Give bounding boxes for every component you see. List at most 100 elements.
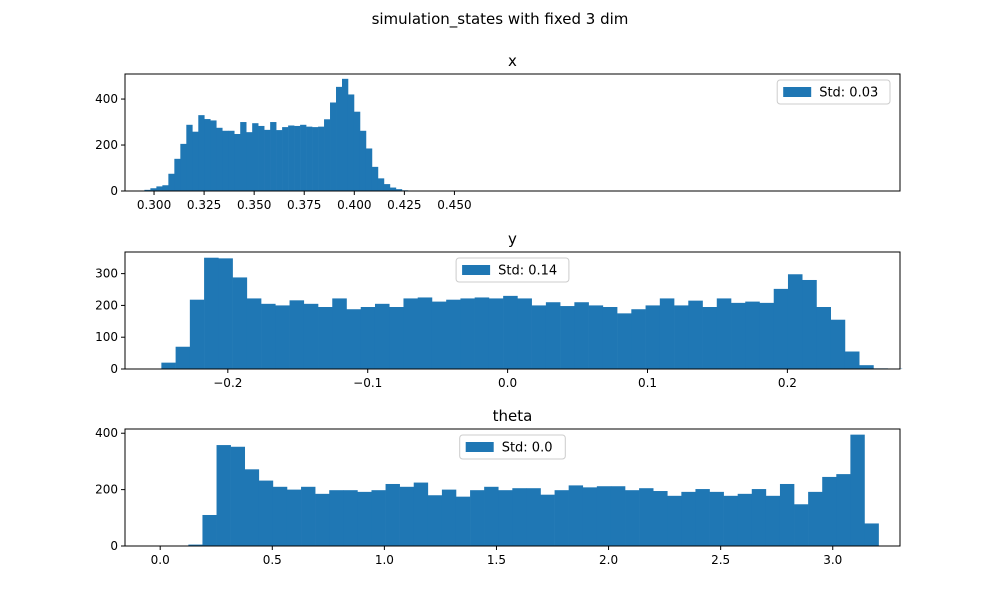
histogram-bar	[244, 469, 260, 546]
y-tick-label: 100	[95, 330, 118, 344]
x-tick-label: 0.425	[387, 198, 421, 212]
histogram-bar	[695, 489, 710, 546]
x-tick-label: 0.2	[778, 376, 797, 390]
histogram-bar	[175, 346, 191, 369]
histogram-bar	[702, 307, 718, 369]
histogram-bar	[303, 303, 319, 369]
histogram-bar	[545, 302, 561, 369]
subplot-theta: theta 0.0 0.5 1.0 1.5 2.0 2.5 3.0 0 200 400 Std: 0.…	[95, 407, 901, 567]
y-tick-label: 200	[95, 483, 118, 497]
histogram-bar	[289, 300, 305, 369]
x-tick-label: 0.450	[437, 198, 471, 212]
histogram-bar	[240, 122, 247, 191]
histogram-bar	[258, 125, 265, 191]
histogram-bar	[625, 490, 640, 546]
histogram-bar	[359, 130, 367, 191]
histogram-bar	[180, 143, 187, 191]
histogram-bar	[588, 305, 604, 369]
histogram-bar	[276, 130, 283, 191]
histogram-bar	[186, 124, 193, 191]
histogram-bar	[332, 298, 347, 369]
subplot-title: y	[508, 230, 517, 248]
histogram-bar	[526, 488, 541, 546]
histogram-bar	[446, 299, 461, 369]
histogram-bar	[531, 305, 547, 369]
x-tick-label: 0.0	[498, 376, 517, 390]
histogram-bar	[324, 119, 331, 191]
histogram-bar	[431, 301, 447, 369]
histogram-bar	[385, 483, 400, 546]
legend: Std: 0.0	[459, 434, 566, 460]
y-tick-label: 200	[95, 138, 118, 152]
histogram-bar	[202, 514, 217, 546]
histogram-bar	[631, 309, 646, 369]
histogram-bar	[192, 131, 199, 191]
histogram-bar	[230, 446, 246, 546]
histogram-bar	[343, 490, 358, 546]
histogram-bar	[204, 119, 211, 191]
legend-box	[776, 79, 891, 105]
histogram-bar	[540, 494, 555, 546]
legend: Std: 0.14	[455, 257, 570, 283]
histogram-bar	[318, 126, 325, 191]
histogram-bar	[330, 102, 337, 191]
histogram-bar	[318, 307, 333, 369]
x-tick-label: 3.0	[823, 553, 842, 567]
histogram-bar	[312, 127, 319, 191]
y-tick-label: 300	[95, 267, 118, 281]
histogram-bar	[288, 125, 295, 191]
y-tick-label: 0	[110, 184, 118, 198]
x-tick-label: 0.400	[337, 198, 371, 212]
histogram-bar	[709, 491, 724, 546]
histogram-bar	[850, 434, 865, 546]
x-tick-label: 0.300	[137, 198, 171, 212]
y-tick-label: 0	[110, 362, 118, 376]
histogram-bar	[639, 488, 654, 546]
histogram-bar	[808, 491, 823, 546]
subplot-title: x	[508, 52, 517, 70]
legend-swatch	[783, 87, 812, 97]
histogram-bar	[681, 491, 696, 546]
histogram-bar	[659, 298, 675, 369]
histogram-bar	[275, 305, 290, 369]
axes-frame	[124, 428, 901, 547]
histogram-bar	[413, 482, 429, 546]
legend-label: Std: 0.14	[498, 264, 557, 279]
histogram-bar	[574, 302, 589, 369]
histogram-bar	[216, 127, 223, 191]
histogram-bar	[794, 504, 809, 546]
histogram-bar	[751, 489, 767, 546]
histogram-bar	[336, 86, 343, 191]
histogram-bar	[294, 125, 301, 191]
histogram-bar	[218, 258, 233, 369]
histogram-bar	[377, 178, 385, 191]
histogram-bar	[270, 122, 277, 191]
histogram-bar	[765, 495, 781, 546]
histogram-bar	[306, 126, 313, 191]
legend-box	[455, 257, 570, 283]
histogram-bar	[560, 306, 575, 369]
y-tick-label: 400	[95, 426, 118, 440]
histogram-bar	[399, 486, 415, 546]
x-tick-label: 0.5	[263, 553, 282, 567]
legend-label: Std: 0.03	[819, 86, 878, 101]
histogram-bar	[258, 480, 274, 546]
histogram-bar	[371, 490, 386, 546]
histogram-bar	[674, 305, 689, 369]
histogram-bar	[844, 351, 860, 369]
histogram-bar	[602, 307, 618, 369]
histogram-bar	[383, 184, 391, 191]
histogram-bar	[315, 493, 330, 546]
histogram-bar	[216, 445, 231, 546]
x-tick-label: 0.350	[237, 198, 271, 212]
histogram-bar	[498, 490, 513, 546]
histogram-bar	[374, 303, 390, 369]
x-tick-label: −0.2	[213, 376, 242, 390]
histogram-bar	[773, 288, 789, 369]
histogram-bar	[232, 277, 248, 369]
legend-swatch	[462, 265, 491, 275]
histogram-bar	[162, 185, 169, 191]
histogram-bar	[272, 486, 288, 546]
histogram-bar	[198, 115, 205, 191]
x-tick-label: 0.375	[287, 198, 321, 212]
